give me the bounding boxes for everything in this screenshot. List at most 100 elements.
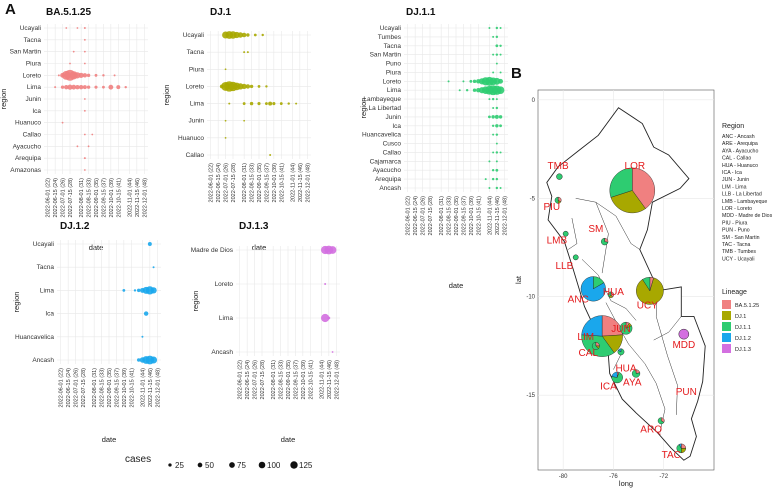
data-point bbox=[492, 71, 495, 74]
x-tick: 2022-12-01 (48) bbox=[305, 163, 311, 203]
x-tick: 2022-12-01 (48) bbox=[334, 360, 340, 400]
data-point bbox=[83, 98, 86, 100]
data-point bbox=[495, 26, 499, 30]
x-tick: 2022-07-15 (28) bbox=[81, 368, 87, 408]
pie-lor bbox=[609, 167, 655, 214]
x-tick: 2022-08-15 (33) bbox=[100, 368, 106, 408]
y-tick-loreto: Loreto bbox=[383, 78, 402, 85]
data-point bbox=[495, 177, 499, 181]
data-point bbox=[499, 124, 502, 128]
region-label-anc: ANC bbox=[568, 295, 589, 306]
map-x-tick: -76 bbox=[609, 474, 618, 480]
panel-ba-5-1-25: BA.5.1.25 Ucayali Tacna San Martin Piura Lore… bbox=[0, 7, 148, 252]
data-point bbox=[224, 136, 227, 139]
size-legend-dot bbox=[197, 462, 203, 468]
pie-slice bbox=[601, 315, 623, 337]
y-axis-label: region bbox=[191, 291, 200, 312]
pie-slice bbox=[556, 173, 563, 180]
pie-slice bbox=[572, 254, 579, 261]
y-tick-amazonas: Amazonas bbox=[10, 167, 41, 174]
x-tick: 2022-12-01 (48) bbox=[155, 368, 161, 408]
x-tick: 2022-08-15 (33) bbox=[87, 178, 93, 218]
x-tick: 2022-06-01 (22) bbox=[46, 178, 52, 218]
x-tick: 2022-11-01 (44) bbox=[319, 360, 325, 399]
region-legend-title: Region bbox=[722, 123, 744, 130]
map-y-tick: -15 bbox=[526, 393, 535, 399]
region-label-sm: SM bbox=[588, 224, 603, 235]
pie-slice bbox=[631, 369, 641, 378]
data-point bbox=[472, 79, 477, 84]
panel-b-label: B bbox=[511, 65, 522, 82]
panel-dj-1: DJ.1 Ucayali Tacna Piura Loreto Lima Junin Huan… bbox=[162, 7, 311, 252]
pie-piu bbox=[554, 196, 562, 204]
pie-sm bbox=[601, 237, 609, 246]
data-point bbox=[113, 74, 116, 77]
y-tick-puno: Puno bbox=[386, 61, 402, 68]
data-point bbox=[147, 242, 152, 246]
x-tick: 2022-07-01 (26) bbox=[224, 163, 230, 203]
data-point bbox=[321, 313, 330, 323]
x-tick: 2022-11-15 (46) bbox=[495, 196, 501, 235]
region-label-cal: CAL bbox=[579, 348, 599, 359]
data-point bbox=[491, 124, 495, 127]
x-tick: 2022-09-01 (35) bbox=[257, 163, 263, 203]
x-tick: 2022-06-01 (22) bbox=[59, 368, 65, 408]
pie-slice bbox=[581, 315, 603, 337]
y-tick-lambayeque: Lambayeque bbox=[363, 96, 401, 103]
data-point bbox=[495, 124, 499, 128]
data-point bbox=[472, 88, 477, 92]
y-tick-loreto: Loreto bbox=[215, 281, 234, 288]
data-point bbox=[265, 102, 268, 105]
y-axis-label: region bbox=[12, 292, 21, 313]
x-tick: 2022-09-01 (35) bbox=[454, 196, 460, 236]
x-tick: 2022-11-01 (44) bbox=[127, 178, 133, 217]
region-legend-item: TMB - Tumbes bbox=[722, 249, 756, 255]
x-tick: 2022-08-01 (31) bbox=[271, 360, 277, 400]
data-point bbox=[83, 50, 86, 53]
y-tick-callao: Callao bbox=[383, 149, 402, 156]
x-axis-label: date bbox=[102, 435, 117, 444]
pie-slice bbox=[657, 417, 665, 425]
pie-jun bbox=[619, 321, 633, 335]
pie-ucy bbox=[636, 276, 664, 305]
data-point bbox=[492, 151, 495, 154]
region-label-aya: AYA bbox=[623, 377, 642, 388]
y-tick-tacna: Tacna bbox=[24, 37, 42, 44]
data-point bbox=[57, 74, 60, 77]
region-label-hua: HUA bbox=[615, 364, 636, 375]
pie-ica bbox=[611, 371, 623, 384]
y-tick-ucayali: Ucayali bbox=[20, 25, 41, 32]
data-point bbox=[76, 145, 79, 148]
y-tick-huanuco: Huanuco bbox=[178, 135, 204, 142]
data-point bbox=[136, 288, 141, 293]
data-point bbox=[488, 27, 491, 29]
region-legend-item: MDD - Madre de Dios bbox=[722, 213, 773, 219]
x-tick: 2022-08-15 (33) bbox=[250, 163, 256, 203]
size-legend-label: 100 bbox=[267, 461, 281, 470]
y-tick-junin: Junin bbox=[25, 96, 41, 103]
data-point bbox=[65, 27, 68, 29]
x-tick: 2022-10-15 (41) bbox=[279, 163, 285, 203]
data-point bbox=[54, 86, 57, 89]
x-tick: 2022-10-01 (39) bbox=[301, 360, 307, 400]
y-tick-ica: Ica bbox=[32, 108, 41, 115]
data-point bbox=[83, 169, 86, 171]
data-point bbox=[495, 142, 498, 145]
data-point bbox=[268, 101, 273, 106]
data-point bbox=[261, 33, 264, 37]
department-border bbox=[655, 383, 666, 433]
pie-slice bbox=[642, 276, 651, 292]
x-tick: 2022-06-15 (24) bbox=[53, 178, 59, 218]
data-point bbox=[495, 168, 499, 172]
region-legend-item: LLB - La Libertad bbox=[722, 192, 762, 198]
data-point bbox=[491, 177, 495, 181]
y-tick-tacna: Tacna bbox=[187, 49, 205, 56]
lineage-legend-label: DJ.1.1 bbox=[735, 325, 751, 331]
pie-slice bbox=[632, 167, 655, 209]
x-axis-label: date bbox=[252, 243, 267, 252]
data-point bbox=[241, 32, 247, 38]
y-tick-tumbes: Tumbes bbox=[378, 34, 402, 41]
region-label-lor: LOR bbox=[625, 161, 646, 172]
size-legend-dot bbox=[290, 461, 298, 469]
